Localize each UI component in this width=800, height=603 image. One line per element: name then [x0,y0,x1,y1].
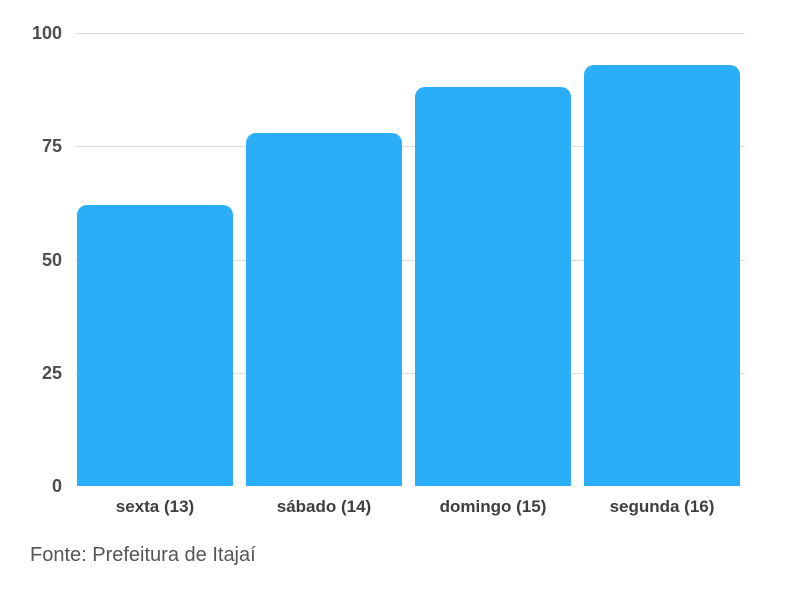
y-tick-label-50: 50 [41,249,62,270]
y-tick-label-75: 75 [41,136,62,157]
y-tick-label-100: 100 [31,23,62,43]
bar-2 [246,133,402,486]
x-category-label-3: domingo (15) [439,497,547,516]
y-tick-label-0: 0 [51,476,62,496]
x-category-label-1: sexta (13) [115,497,195,516]
gridline-100 [75,33,745,34]
bar-1 [77,205,233,486]
y-axis-labels: 0 25 50 75 100 [0,0,62,603]
gridline-75 [75,146,745,148]
y-tick-label-25: 25 [41,362,62,383]
x-category-label-4: segunda (16) [609,497,715,516]
x-category-label-2: sábado (14) [276,497,372,516]
gridline-50 [75,259,745,261]
gridline-25 [75,372,745,374]
bar-3 [415,87,571,486]
source-note: Fonte: Prefeitura de Itajaí [30,544,256,566]
bar-4 [584,65,740,486]
plot-area [75,33,745,486]
